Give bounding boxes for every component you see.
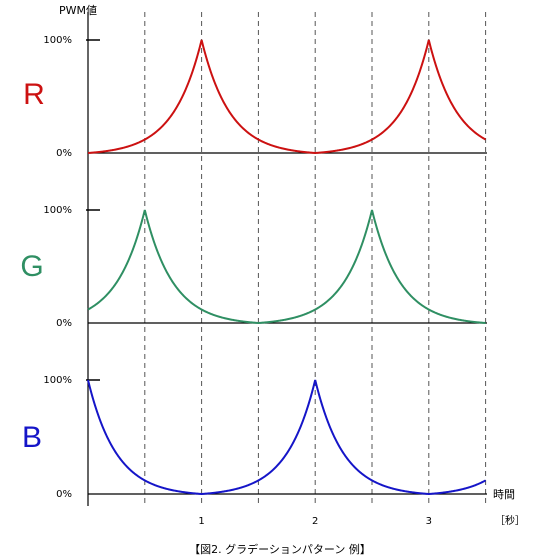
panel-label-g: G: [20, 250, 43, 283]
panel-r: 100% 0% R: [23, 35, 487, 159]
panel-g: 100% 0% G: [20, 205, 487, 329]
y-tick-label: 100%: [43, 375, 72, 386]
x-tick-label: 3: [426, 516, 432, 527]
x-tick-label: 2: [312, 516, 318, 527]
chart-panels: PWM値 100% 0% R 100% 0% G 100% 0% B: [20, 4, 487, 506]
y-tick-label: 0%: [56, 489, 72, 500]
y-tick-label: 0%: [56, 318, 72, 329]
series-line-r: [87, 39, 487, 155]
x-axis-title: 時間: [493, 488, 515, 501]
x-axis-labels: 1 2 3 時間 ［秒］: [198, 488, 525, 527]
series-line-b: [87, 379, 487, 496]
panel-b: 100% 0% B: [22, 375, 487, 500]
vertical-gridlines: [144, 12, 487, 506]
panel-label-b: B: [22, 421, 42, 454]
x-axis-unit: ［秒］: [495, 514, 525, 527]
y-tick-label: 100%: [43, 205, 72, 216]
x-tick-label: 1: [198, 516, 204, 527]
figure-caption: 【図2. グラデーションパターン 例】: [189, 542, 371, 556]
panel-label-r: R: [23, 78, 45, 111]
y-tick-label: 100%: [43, 35, 72, 46]
y-axis-title: PWM値: [59, 4, 97, 17]
series-line-g: [87, 209, 486, 325]
y-tick-label: 0%: [56, 148, 72, 159]
